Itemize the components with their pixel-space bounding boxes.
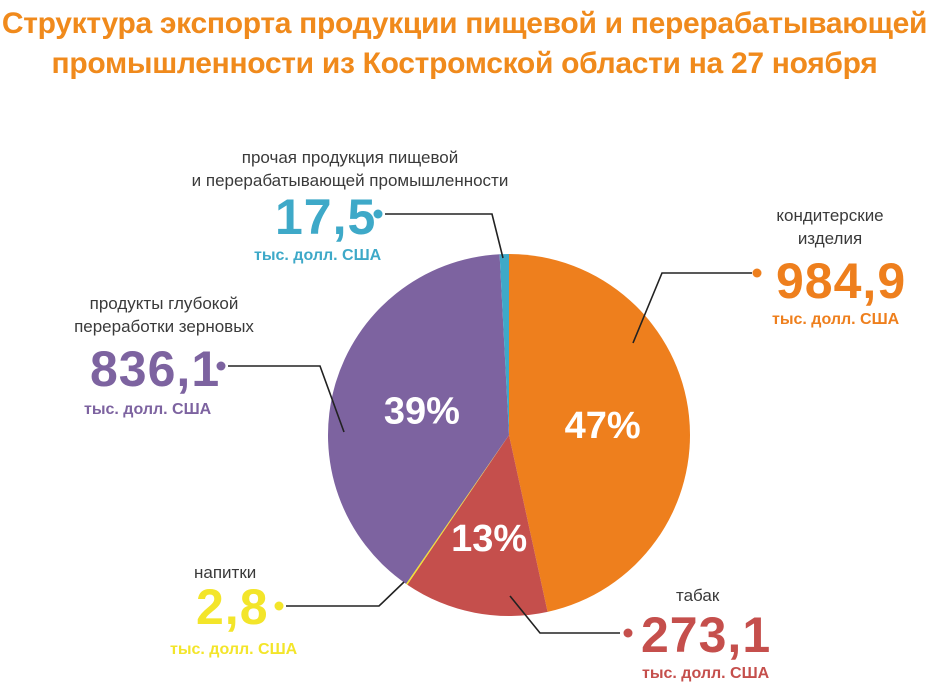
label-prochaya-line-2: и перерабатывающей промышленности xyxy=(191,171,509,190)
value-napitki: 2,8 xyxy=(196,579,269,635)
pie-slice-napitki xyxy=(406,435,509,585)
leader-line-tabak xyxy=(509,595,620,634)
pie-slice-tabak xyxy=(407,435,548,617)
leader-line-prochaya xyxy=(385,213,504,259)
chart-title-line-2: промышленности из Костромской области на… xyxy=(51,47,878,80)
value-prochaya: 17,5 xyxy=(275,189,377,245)
value-zernovye: 836,1 xyxy=(90,341,221,397)
label-tabak-line-1: табак xyxy=(676,586,720,605)
leader-line-konditer xyxy=(632,272,752,344)
unit-tabak: тыс. долл. США xyxy=(642,665,770,682)
leader-dot-zernovye xyxy=(216,361,226,371)
label-konditer-line-2: изделия xyxy=(797,229,863,248)
label-prochaya-line-1: прочая продукция пищевой xyxy=(241,148,459,167)
value-konditer: 984,9 xyxy=(776,253,907,309)
pie-slice-konditer xyxy=(509,254,691,612)
pie-slice-prochaya xyxy=(499,253,509,435)
leader-dot-napitki xyxy=(274,601,284,611)
leader-dot-prochaya xyxy=(373,209,383,219)
label-konditer-line-1: кондитерские xyxy=(776,206,884,225)
label-prochaya: прочая продукция пищевой и перерабатываю… xyxy=(140,146,560,192)
leader-line-napitki xyxy=(286,581,405,607)
chart-title: Структура экспорта продукции пищевой и п… xyxy=(0,4,929,84)
unit-napitki: тыс. долл. США xyxy=(170,641,298,658)
percent-label-konditer: 47% xyxy=(565,405,641,447)
percent-label-zernovye: 39% xyxy=(384,390,460,432)
leader-dot-konditer xyxy=(752,268,762,278)
label-konditer: кондитерские изделия xyxy=(740,204,920,250)
unit-zernovye: тыс. долл. США xyxy=(84,401,212,418)
label-napitki-line-1: напитки xyxy=(194,563,257,582)
leader-dot-tabak xyxy=(623,628,633,638)
percent-label-tabak: 13% xyxy=(451,518,527,560)
leader-line-zernovye xyxy=(228,365,345,433)
label-napitki: напитки xyxy=(194,561,256,584)
label-zernovye-line-1: продукты глубокой xyxy=(89,294,239,313)
pie-slice-zernovye xyxy=(327,254,509,584)
label-zernovye-line-2: переработки зерновых xyxy=(74,317,254,336)
chart-title-line-1: Структура экспорта продукции пищевой и п… xyxy=(1,7,928,40)
value-tabak: 273,1 xyxy=(641,607,772,663)
unit-prochaya: тыс. долл. США xyxy=(254,247,382,264)
unit-konditer: тыс. долл. США xyxy=(772,311,900,328)
label-tabak: табак xyxy=(676,584,719,607)
label-zernovye: продукты глубокой переработки зерновых xyxy=(44,292,284,338)
